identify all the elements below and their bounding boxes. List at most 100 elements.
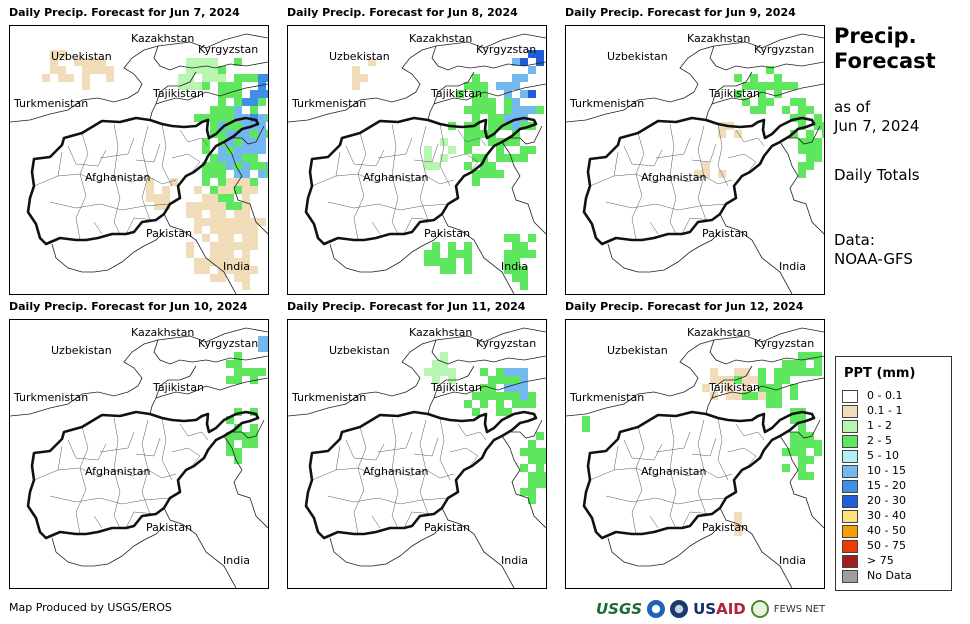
province-boundary [649, 221, 659, 235]
province-boundary [327, 201, 449, 211]
legend-item: 40 - 50 [842, 524, 906, 539]
province-boundary [439, 417, 451, 481]
legend-swatch [842, 419, 858, 433]
province-boundary [419, 125, 429, 221]
province-boundary [419, 419, 429, 515]
country-border [223, 435, 268, 529]
country-label-tajikistan: Tajikistan [431, 87, 482, 100]
asof-date: Jun 7, 2024 [834, 117, 920, 135]
province-boundary [457, 129, 487, 147]
legend-label: 15 - 20 [867, 479, 906, 492]
province-boundary [93, 515, 103, 529]
province-boundary [631, 132, 645, 241]
country-border [719, 507, 793, 588]
country-border [779, 141, 824, 235]
province-boundary [327, 495, 449, 505]
afghanistan-outline [304, 116, 538, 246]
legend-label: > 75 [867, 554, 894, 567]
country-label-kyrgyzstan: Kyrgyzstan [476, 337, 537, 350]
fews-net-logo: FEWS NET [773, 603, 826, 615]
province-boundary [113, 417, 121, 529]
country-border [149, 83, 268, 121]
legend-label: 10 - 15 [867, 464, 906, 477]
legend-swatch [842, 509, 858, 523]
country-label-india: India [779, 260, 806, 273]
country-label-turkmenistan: Turkmenistan [14, 391, 89, 404]
legend-label: 20 - 30 [867, 494, 906, 507]
country-border [709, 339, 824, 365]
province-boundary [403, 511, 435, 529]
side-info: Precip. Forecast as of Jun 7, 2024 Daily… [834, 24, 964, 269]
forecast-map: Kazakhstan Uzbekistan Kyrgyzstan Tajikistan… [287, 25, 547, 295]
data-source: NOAA-GFS [834, 250, 913, 268]
legend-item: > 75 [842, 554, 894, 569]
province-boundary [141, 419, 151, 515]
province-boundary [655, 137, 691, 159]
province-boundary [99, 137, 135, 159]
province-boundary [371, 515, 381, 529]
legend-swatch [842, 539, 858, 553]
country-border [149, 377, 268, 415]
province-boundary [717, 123, 729, 187]
province-boundary [113, 123, 121, 235]
province-boundary [125, 217, 157, 235]
usaid-logo: USAID [693, 600, 746, 618]
map-graphic [10, 327, 268, 588]
province-boundary [377, 431, 413, 453]
province-boundary [179, 129, 209, 147]
province-boundary [727, 447, 757, 467]
province-boundary [691, 143, 717, 163]
country-border [433, 71, 475, 105]
province-boundary [161, 123, 173, 187]
province-boundary [75, 132, 89, 241]
fews-globe-icon [750, 600, 769, 618]
province-boundary [717, 417, 729, 481]
precipitation-cells [424, 352, 546, 504]
province-boundary [125, 511, 157, 529]
province-boundary [669, 417, 677, 529]
country-border [566, 385, 695, 417]
afghanistan-outline [582, 116, 816, 246]
legend-swatch [842, 464, 858, 478]
country-border [501, 141, 546, 235]
country-label-afghanistan: Afghanistan [641, 465, 707, 478]
province-boundary [141, 125, 151, 221]
legend-label: 0 - 0.1 [867, 389, 903, 402]
country-border [163, 507, 237, 588]
province-boundary [135, 143, 161, 163]
legend-swatch [842, 404, 858, 418]
province-boundary [161, 417, 173, 481]
province-boundary [57, 173, 177, 185]
legend-label: 40 - 50 [867, 524, 906, 537]
province-boundary [413, 143, 439, 163]
province-boundary [335, 173, 455, 185]
country-label-afghanistan: Afghanistan [85, 171, 151, 184]
country-label-uzbekistan: Uzbekistan [51, 344, 112, 357]
country-label-uzbekistan: Uzbekistan [607, 344, 668, 357]
province-boundary [631, 426, 645, 535]
country-label-turkmenistan: Turkmenistan [14, 97, 89, 110]
province-boundary [99, 431, 135, 453]
country-border [705, 83, 824, 121]
country-border [501, 435, 546, 529]
precipitation-cells [352, 50, 544, 290]
province-boundary [311, 151, 341, 187]
country-label-kazakhstan: Kazakhstan [409, 32, 473, 45]
precipitation-cells [226, 336, 268, 464]
legend-item: 50 - 75 [842, 539, 906, 554]
country-label-afghanistan: Afghanistan [85, 465, 151, 478]
country-border [288, 385, 417, 417]
province-boundary [623, 145, 663, 167]
province-boundary [67, 439, 107, 461]
country-label-kazakhstan: Kazakhstan [687, 326, 751, 339]
legend-label: 0.1 - 1 [867, 404, 903, 417]
province-boundary [655, 431, 691, 453]
legend-swatch [842, 524, 858, 538]
afghanistan-outline [304, 410, 538, 540]
daily-totals-label: Daily Totals [834, 166, 920, 184]
country-label-pakistan: Pakistan [146, 227, 193, 240]
country-border [607, 525, 721, 567]
province-boundary [589, 445, 619, 481]
province-boundary [681, 511, 713, 529]
country-border [155, 71, 197, 105]
